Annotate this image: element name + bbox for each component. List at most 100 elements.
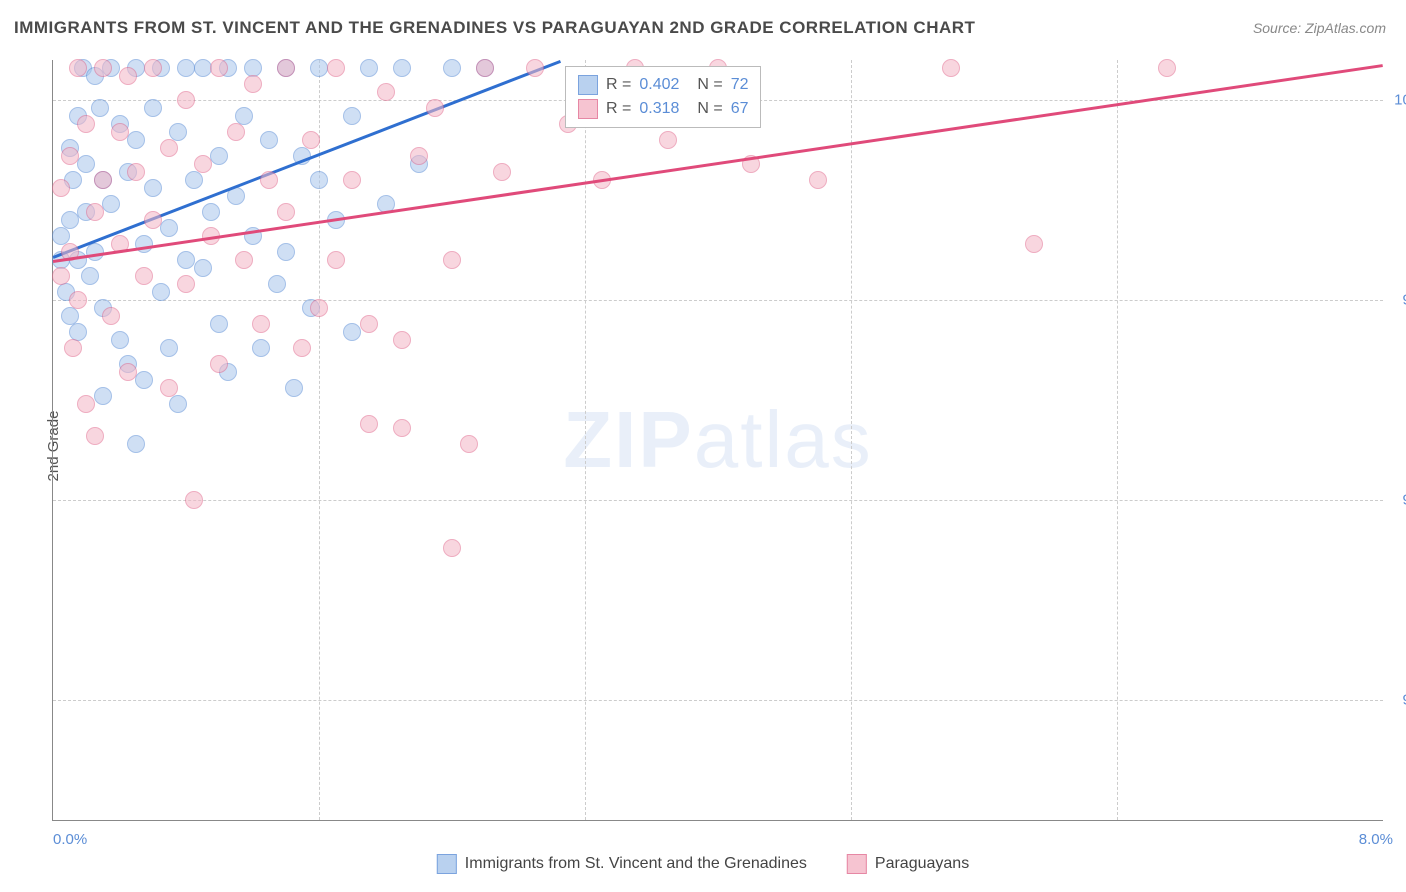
gridline-horizontal [53, 700, 1383, 701]
legend-bottom-item: Immigrants from St. Vincent and the Gren… [437, 854, 807, 874]
scatter-point [476, 59, 494, 77]
scatter-point [360, 315, 378, 333]
legend-r-value: 0.402 [639, 76, 689, 94]
scatter-point [61, 147, 79, 165]
scatter-point [1025, 235, 1043, 253]
scatter-point [202, 203, 220, 221]
scatter-point [177, 275, 195, 293]
scatter-point [293, 339, 311, 357]
scatter-point [210, 315, 228, 333]
scatter-point [52, 267, 70, 285]
scatter-point [244, 75, 262, 93]
scatter-point [426, 99, 444, 117]
gridline-vertical [585, 60, 586, 820]
chart-title: IMMIGRANTS FROM ST. VINCENT AND THE GREN… [14, 18, 975, 38]
scatter-point [260, 171, 278, 189]
x-tick-label-left: 0.0% [53, 831, 87, 848]
scatter-point [194, 59, 212, 77]
y-tick-label: 92.5% [1402, 692, 1406, 709]
scatter-point [177, 59, 195, 77]
scatter-point [260, 131, 278, 149]
scatter-point [277, 59, 295, 77]
scatter-point [152, 283, 170, 301]
scatter-point [277, 203, 295, 221]
gridline-vertical [851, 60, 852, 820]
scatter-point [91, 99, 109, 117]
y-tick-label: 97.5% [1402, 292, 1406, 309]
legend-swatch [437, 854, 457, 874]
scatter-point [111, 123, 129, 141]
legend-n-value: 67 [731, 100, 749, 118]
gridline-horizontal [53, 500, 1383, 501]
scatter-point [343, 323, 361, 341]
scatter-point [64, 339, 82, 357]
scatter-point [526, 59, 544, 77]
scatter-point [194, 155, 212, 173]
legend-r-label: R = [606, 76, 631, 94]
trend-line [53, 60, 561, 258]
legend-row: R =0.318N =67 [578, 97, 748, 121]
scatter-point [86, 203, 104, 221]
scatter-point [659, 131, 677, 149]
legend-bottom: Immigrants from St. Vincent and the Gren… [437, 854, 969, 874]
scatter-point [1158, 59, 1176, 77]
scatter-point [235, 251, 253, 269]
scatter-point [94, 59, 112, 77]
scatter-point [144, 179, 162, 197]
scatter-point [144, 59, 162, 77]
scatter-point [277, 243, 295, 261]
scatter-point [160, 379, 178, 397]
scatter-point [160, 339, 178, 357]
scatter-point [160, 219, 178, 237]
gridline-horizontal [53, 300, 1383, 301]
scatter-point [327, 251, 345, 269]
source-label: Source: ZipAtlas.com [1253, 20, 1386, 36]
scatter-point [310, 299, 328, 317]
scatter-point [119, 67, 137, 85]
scatter-point [185, 491, 203, 509]
scatter-point [252, 315, 270, 333]
scatter-point [77, 115, 95, 133]
scatter-point [343, 171, 361, 189]
legend-n-label: N = [697, 76, 722, 94]
y-tick-label: 95.0% [1402, 492, 1406, 509]
scatter-point [169, 395, 187, 413]
legend-swatch [578, 75, 598, 95]
legend-swatch [847, 854, 867, 874]
scatter-point [77, 395, 95, 413]
legend-bottom-item: Paraguayans [847, 854, 969, 874]
scatter-point [61, 211, 79, 229]
scatter-point [310, 171, 328, 189]
scatter-point [327, 59, 345, 77]
scatter-point [377, 83, 395, 101]
scatter-point [194, 259, 212, 277]
scatter-point [210, 355, 228, 373]
scatter-point [302, 131, 320, 149]
scatter-point [69, 291, 87, 309]
scatter-point [443, 539, 461, 557]
legend-top: R = 0.402 N = 72 R =0.318N =67 [565, 66, 761, 128]
scatter-point [102, 195, 120, 213]
scatter-point [119, 363, 137, 381]
scatter-point [809, 171, 827, 189]
scatter-point [343, 107, 361, 125]
chart-container: IMMIGRANTS FROM ST. VINCENT AND THE GREN… [0, 0, 1406, 892]
scatter-point [94, 387, 112, 405]
legend-label: Paraguayans [875, 855, 969, 873]
scatter-point [252, 339, 270, 357]
scatter-point [127, 131, 145, 149]
scatter-point [81, 267, 99, 285]
scatter-point [94, 171, 112, 189]
scatter-point [360, 415, 378, 433]
scatter-point [443, 59, 461, 77]
scatter-point [111, 331, 129, 349]
scatter-point [942, 59, 960, 77]
scatter-point [102, 307, 120, 325]
scatter-point [310, 59, 328, 77]
legend-swatch [578, 99, 598, 119]
scatter-point [360, 59, 378, 77]
scatter-point [52, 179, 70, 197]
scatter-point [127, 163, 145, 181]
scatter-point [144, 99, 162, 117]
legend-n-value: 72 [731, 76, 749, 94]
